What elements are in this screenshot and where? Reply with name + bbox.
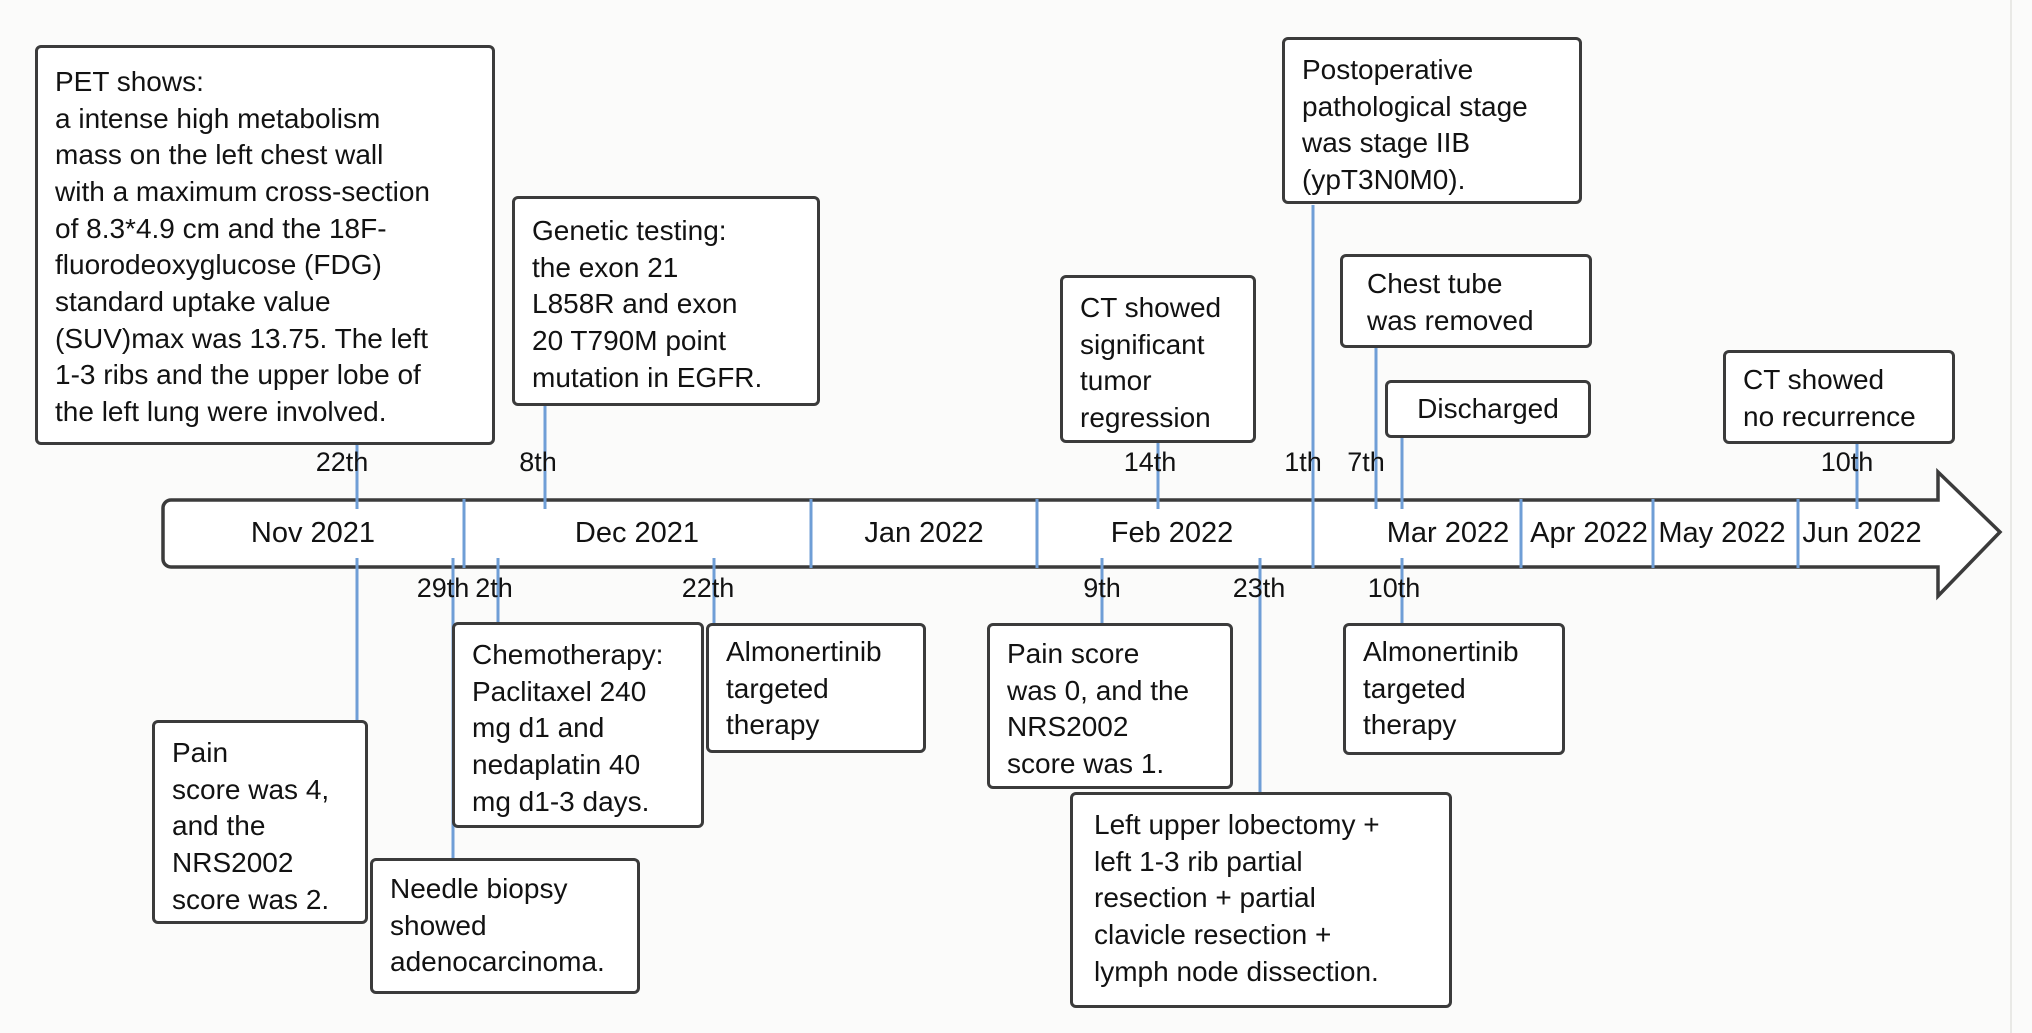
date-label-jun-10th: 10th xyxy=(1820,447,1874,477)
event-box-pain-score-0: Pain score was 0, and the NRS2002 score … xyxy=(987,623,1233,789)
date-label-dec-2th: 2th xyxy=(475,573,513,603)
event-box-chest-tube-removed: Chest tube was removed xyxy=(1340,254,1592,348)
event-box-ct-tumor-regression: CT showed significant tumor regression xyxy=(1060,275,1256,443)
date-label-nov-29th: 29th xyxy=(416,573,470,603)
event-box-chemotherapy: Chemotherapy: Paclitaxel 240 mg d1 and n… xyxy=(452,622,704,828)
event-box-almonertinib-1: Almonertinib targeted therapy xyxy=(706,623,926,753)
event-box-pet-findings: PET shows: a intense high metabolism mas… xyxy=(35,45,495,445)
date-label-mar-1th: 1th xyxy=(1284,447,1322,477)
event-box-discharged: Discharged xyxy=(1385,380,1591,438)
event-box-pain-score-4: Pain score was 4, and the NRS2002 score … xyxy=(152,720,368,924)
date-label-mar-10th: 10th xyxy=(1367,573,1421,603)
event-box-almonertinib-2: Almonertinib targeted therapy xyxy=(1343,623,1565,755)
date-label-feb-14th: 14th xyxy=(1123,447,1177,477)
month-label-mar-2022: Mar 2022 xyxy=(1386,517,1510,549)
month-label-nov-2021: Nov 2021 xyxy=(250,517,376,549)
date-label-dec-22th: 22th xyxy=(681,573,735,603)
month-label-may-2022: May 2022 xyxy=(1658,517,1786,549)
month-label-jan-2022: Jan 2022 xyxy=(864,517,984,549)
event-box-needle-biopsy: Needle biopsy showed adenocarcinoma. xyxy=(370,858,640,994)
timeline-arrow-bar xyxy=(161,467,2003,601)
event-box-ct-no-recurrence: CT showed no recurrence xyxy=(1723,350,1955,444)
event-box-genetic-testing: Genetic testing: the exon 21 L858R and e… xyxy=(512,196,820,406)
month-label-apr-2022: Apr 2022 xyxy=(1530,517,1648,549)
date-label-dec-8th: 8th xyxy=(519,447,557,477)
event-box-lobectomy-surgery: Left upper lobectomy + left 1-3 rib part… xyxy=(1070,792,1452,1008)
event-box-postop-stage: Postoperative pathological stage was sta… xyxy=(1282,37,1582,204)
month-label-jun-2022: Jun 2022 xyxy=(1802,517,1922,549)
date-label-feb-23th: 23th xyxy=(1232,573,1286,603)
date-label-nov-22th: 22th xyxy=(315,447,369,477)
date-label-mar-7th: 7th xyxy=(1347,447,1385,477)
month-label-dec-2021: Dec 2021 xyxy=(574,517,700,549)
month-label-feb-2022: Feb 2022 xyxy=(1110,517,1234,549)
date-label-feb-9th: 9th xyxy=(1083,573,1121,603)
